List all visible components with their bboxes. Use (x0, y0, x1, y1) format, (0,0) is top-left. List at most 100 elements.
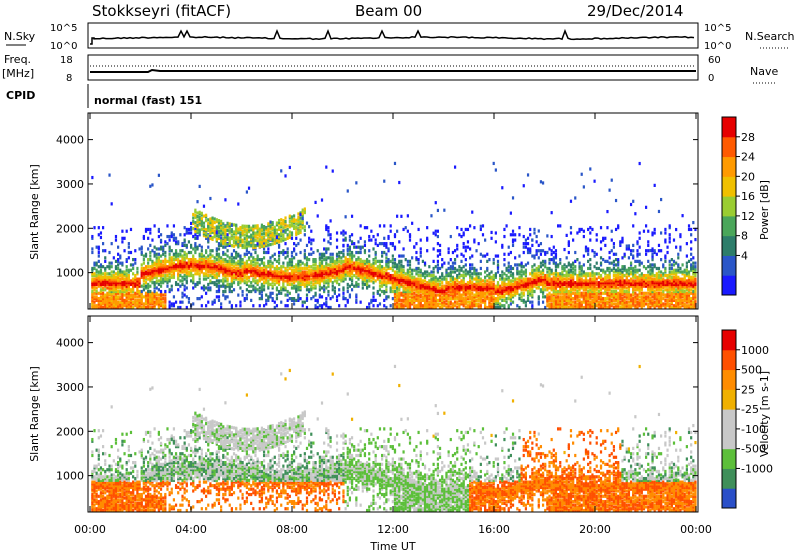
power-cell (496, 305, 500, 310)
power-cell (172, 270, 176, 274)
power-cell (385, 268, 388, 272)
power-cell (365, 261, 369, 265)
power-cell (196, 214, 199, 219)
power-cell (481, 289, 485, 294)
power-cell (269, 293, 272, 297)
power-cell (441, 277, 444, 281)
power-cell (295, 277, 298, 281)
power-cell (144, 300, 148, 304)
power-cell (389, 259, 392, 263)
power-cell (505, 300, 508, 304)
power-cell (567, 300, 570, 304)
power-cell (492, 279, 495, 283)
power-cell (484, 298, 487, 303)
power-cell (185, 252, 188, 256)
power-cell (286, 273, 289, 278)
power-cell (144, 291, 148, 295)
power-cell (385, 245, 388, 249)
power-cell (488, 304, 491, 308)
power-cell (462, 289, 465, 294)
power-cell (582, 305, 585, 310)
power-cell (93, 304, 96, 308)
power-cell (385, 277, 388, 281)
power-cell (578, 304, 581, 308)
power-cell (492, 286, 495, 290)
power-cell (589, 231, 592, 235)
power-cell (157, 305, 160, 310)
power-cell (484, 275, 487, 279)
power-cell (389, 273, 392, 278)
power-cell (415, 277, 418, 281)
power-cell (265, 250, 268, 255)
power-cell (423, 282, 427, 287)
power-cell (168, 305, 171, 310)
power-cell (548, 277, 551, 281)
power-cell (447, 302, 450, 306)
power-cell (142, 268, 145, 272)
power-cell (365, 284, 369, 288)
power-cell (589, 279, 592, 283)
power-cell (531, 282, 534, 287)
power-cell (469, 263, 472, 267)
power-cell (123, 272, 126, 276)
power-cell (185, 272, 188, 276)
power-cell (228, 227, 231, 231)
power-cell (438, 298, 442, 303)
power-cell (453, 277, 457, 281)
power-cell (144, 293, 148, 297)
power-cell (370, 272, 373, 276)
power-cell (147, 265, 150, 269)
power-cell (106, 291, 109, 295)
nsky-label: N.Sky (4, 30, 36, 43)
power-cell (417, 227, 420, 232)
power-cell (183, 273, 186, 278)
power-cell (331, 256, 334, 260)
power-cell (252, 259, 255, 263)
power-cell (181, 295, 184, 299)
power-cell (273, 252, 276, 256)
power-cell (580, 300, 583, 304)
power-cell (232, 230, 236, 234)
power-cell (271, 270, 274, 274)
power-cell (447, 272, 450, 276)
power-cell (520, 273, 523, 278)
power-cell (338, 263, 341, 267)
power-cell (303, 249, 306, 253)
power-cell (132, 279, 135, 283)
power-cell (123, 273, 126, 278)
power-cell (241, 289, 244, 294)
power-cell (198, 243, 201, 248)
power-cell (376, 259, 379, 263)
power-cell (574, 295, 577, 299)
power-cell (460, 284, 463, 288)
power-cell (445, 279, 448, 283)
power-cell (350, 266, 354, 271)
power-cell (344, 272, 347, 276)
power-cell (464, 268, 467, 272)
power-cell (247, 289, 251, 294)
power-cell (484, 284, 487, 288)
power-cell (196, 236, 199, 240)
power-cell (559, 272, 562, 276)
power-cell (117, 291, 120, 295)
power-cell (524, 284, 528, 288)
power-cell (144, 272, 148, 276)
power-cell (434, 298, 437, 303)
power-cell (168, 270, 171, 274)
power-cell (445, 281, 448, 285)
power-cell (434, 297, 437, 301)
power-cell (110, 302, 113, 306)
power-cell (511, 233, 515, 237)
power-cell (95, 304, 98, 308)
power-cell (267, 295, 270, 299)
power-cell (552, 304, 555, 308)
power-cell (275, 293, 279, 297)
power-cell (187, 265, 191, 269)
power-cell (132, 305, 135, 310)
power-cell (484, 302, 487, 306)
power-cell (121, 295, 124, 299)
power-cell (305, 288, 309, 292)
power-cell (473, 288, 476, 292)
power-cell (153, 224, 156, 228)
power-cell (211, 237, 214, 241)
